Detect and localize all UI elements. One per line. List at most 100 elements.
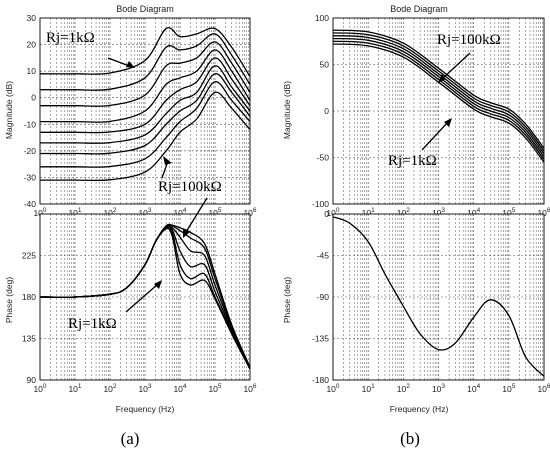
x-tick-label: 106: [243, 207, 256, 218]
x-tick-label: 103: [138, 383, 151, 394]
x-tick-label: 101: [68, 207, 81, 218]
x-tick-label: 103: [138, 207, 151, 218]
series-line: [39, 27, 251, 77]
y-tick-label: -30: [24, 172, 37, 182]
y-tick-label: -100: [312, 199, 329, 209]
x-tick-label: 103: [432, 207, 445, 218]
series-line: [40, 57, 251, 134]
x-tick-label: 106: [537, 207, 550, 218]
y-tick-label: 20: [27, 40, 37, 50]
annotation-label: Rj=1kΩ: [46, 30, 95, 46]
x-tick-label: 102: [103, 207, 116, 218]
y-tick-label: 10: [27, 66, 37, 76]
plot-frame: [332, 213, 545, 381]
series-line: [332, 35, 545, 155]
y-tick-label: -50: [317, 153, 330, 163]
annotation-b-rj1k: Rj=1kΩ: [388, 118, 452, 169]
series-line: [39, 49, 251, 123]
series-line: [39, 33, 251, 91]
x-tick-label: 102: [397, 383, 410, 394]
x-tick-label: 105: [208, 207, 221, 218]
series-line: [39, 81, 251, 168]
y-tick-label: -45: [317, 251, 330, 261]
x-tick-label: 101: [362, 207, 375, 218]
plot-frame: [39, 17, 251, 205]
arrow-head-icon: [444, 118, 452, 127]
plot-2: -100 -50 0 50 100 100 101 102 103 104 105 106: [312, 13, 550, 218]
panel-b-caption: (b): [400, 429, 420, 448]
arrow-head-icon: [154, 280, 162, 289]
plot-1: 90 135 180 225 100 101 102 103 104 105 106: [22, 213, 257, 394]
plot-frame: [39, 213, 251, 381]
series-line: [332, 29, 545, 149]
plot-frame: [332, 17, 545, 205]
y-tick-label: 0: [31, 93, 36, 103]
panel-b-phase-ylabel: Phase (deg): [282, 277, 292, 323]
panel-b-mag-ylabel: Magnitude (dB): [282, 81, 292, 139]
annotation-a-rj1k-bottom: Rj=1kΩ: [68, 280, 162, 332]
x-tick-label: 100: [326, 207, 339, 218]
x-tick-label: 102: [397, 207, 410, 218]
annotation-label: Rj=1kΩ: [388, 153, 437, 169]
y-tick-label: -180: [312, 375, 329, 385]
series-line: [39, 223, 251, 368]
arrow-head-icon: [126, 61, 135, 68]
y-tick-label: 0: [324, 209, 329, 219]
y-tick-label: -20: [24, 146, 37, 156]
y-tick-label: 100: [315, 13, 329, 23]
arrow-head-icon: [183, 228, 190, 238]
y-tick-label: -10: [24, 119, 37, 129]
y-tick-label: -135: [312, 334, 329, 344]
y-tick-label: 0: [324, 106, 329, 116]
y-tick-label: -40: [24, 199, 37, 209]
x-tick-label: 105: [502, 207, 515, 218]
x-tick-label: 104: [467, 383, 480, 394]
x-tick-label: 105: [208, 383, 221, 394]
x-tick-label: 106: [243, 383, 256, 394]
y-tick-label: 180: [22, 292, 36, 302]
annotation-b-rj100k: Rj=100kΩ: [437, 32, 501, 83]
panel-b-title: Bode Diagram: [390, 4, 448, 14]
series-line: [332, 37, 545, 157]
series-line: [332, 40, 545, 160]
x-tick-label: 104: [467, 207, 480, 218]
plot-0: -40 -30 -20 -10 0 10 20 30 100 101 102 103 104 105 106: [24, 13, 257, 218]
panel-a-caption: (a): [121, 429, 140, 448]
series-line: [40, 65, 251, 144]
series-line: [40, 41, 251, 107]
series-line: [332, 216, 545, 377]
annotation-arrow: [185, 197, 208, 233]
x-tick-label: 102: [103, 383, 116, 394]
arrow-head-icon: [163, 156, 172, 165]
panel-b-xlabel: Frequency (Hz): [390, 404, 449, 414]
x-tick-label: 101: [68, 383, 81, 394]
annotation-label: Rj=100kΩ: [158, 179, 222, 195]
x-tick-label: 106: [537, 383, 550, 394]
annotation-arrow: [441, 52, 471, 80]
series-line: [39, 91, 251, 182]
x-tick-label: 104: [173, 207, 186, 218]
x-tick-label: 105: [502, 383, 515, 394]
y-tick-label: 50: [320, 60, 330, 70]
arrow-head-icon: [438, 74, 446, 83]
annotation-label: Rj=100kΩ: [437, 32, 501, 48]
x-tick-label: 101: [362, 383, 375, 394]
series-line: [332, 32, 545, 152]
panel-a-mag-ylabel: Magnitude (dB): [4, 81, 14, 139]
x-tick-label: 100: [326, 383, 339, 394]
series-line: [332, 43, 545, 163]
x-tick-label: 104: [173, 383, 186, 394]
x-tick-label: 100: [33, 207, 46, 218]
y-tick-label: -90: [317, 292, 330, 302]
annotation-a-rj1k-top: Rj=1kΩ: [46, 30, 135, 68]
y-tick-label: 90: [27, 375, 37, 385]
annotation-arrow: [125, 283, 159, 313]
series-line: [39, 73, 251, 155]
panel-a-phase-ylabel: Phase (deg): [4, 277, 14, 323]
y-tick-label: 135: [22, 334, 36, 344]
y-tick-label: 30: [27, 13, 37, 23]
panel-a-title: Bode Diagram: [116, 4, 174, 14]
y-tick-label: 225: [22, 251, 36, 261]
